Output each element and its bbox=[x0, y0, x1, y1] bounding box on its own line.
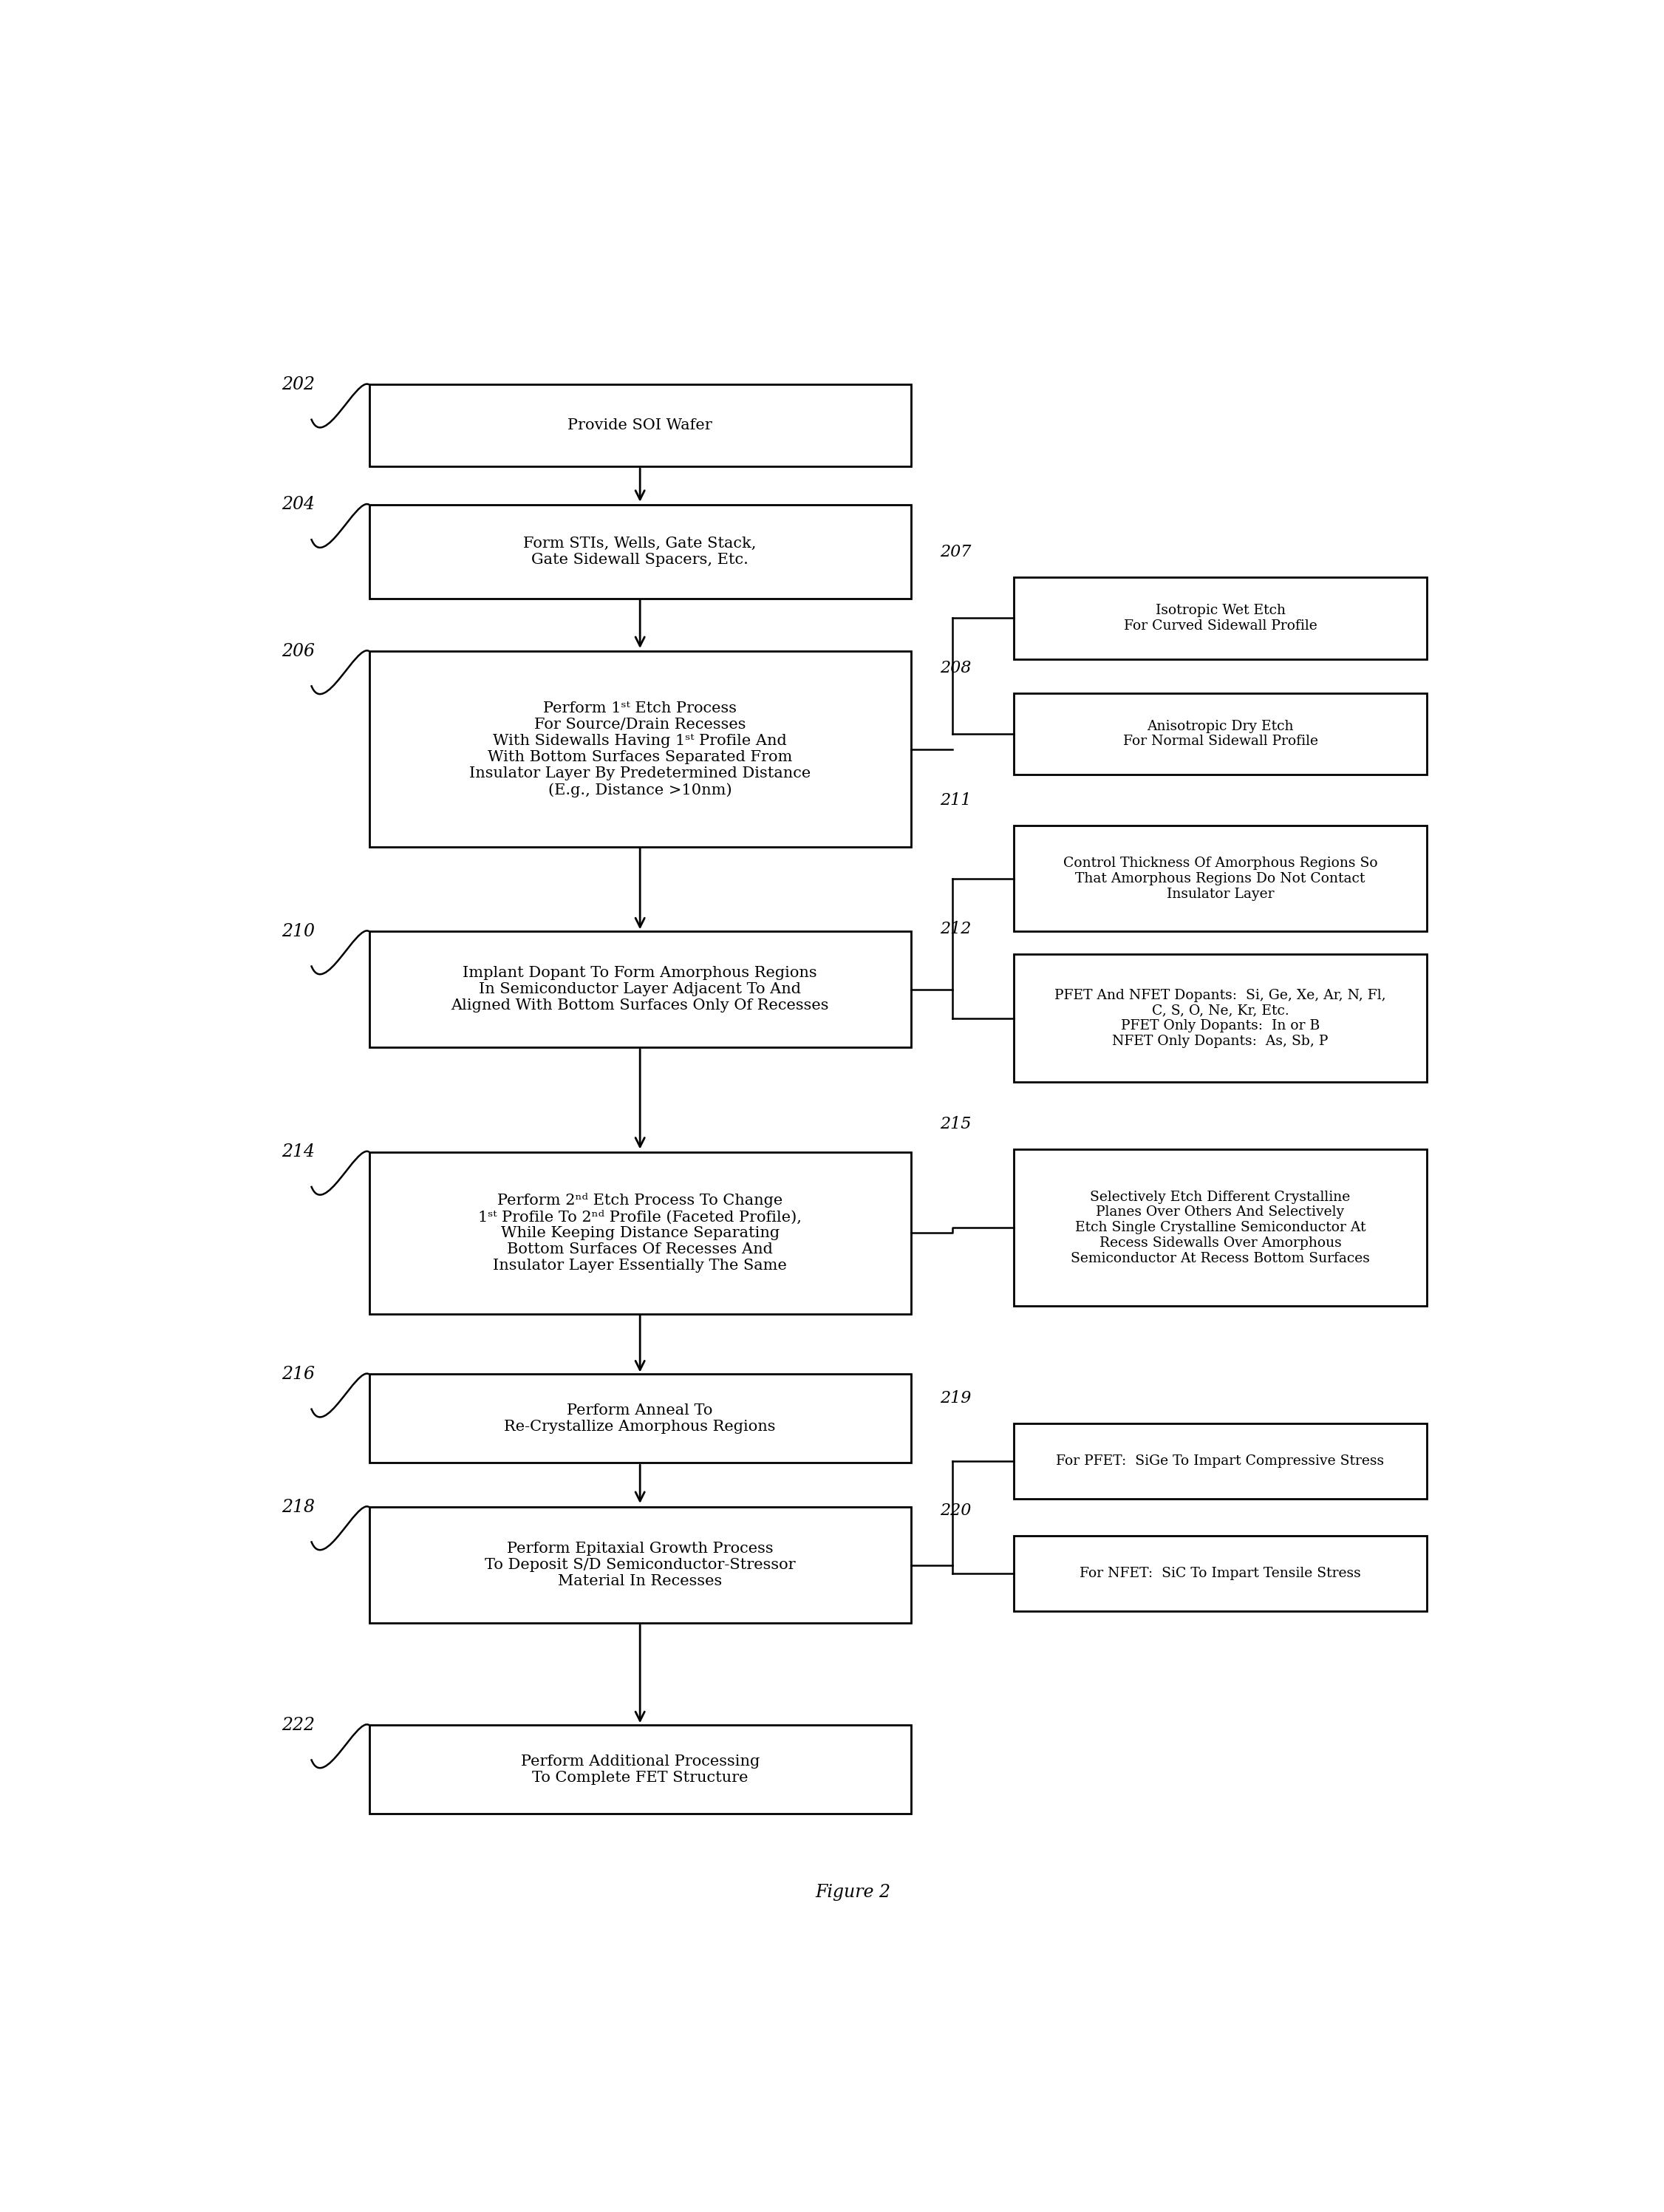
FancyBboxPatch shape bbox=[1013, 825, 1426, 931]
Text: Perform 2ⁿᵈ Etch Process To Change
1ˢᵗ Profile To 2ⁿᵈ Profile (Faceted Profile),: Perform 2ⁿᵈ Etch Process To Change 1ˢᵗ P… bbox=[478, 1192, 802, 1272]
Text: Perform Epitaxial Growth Process
To Deposit S/D Semiconductor-Stressor
Material : Perform Epitaxial Growth Process To Depo… bbox=[484, 1542, 795, 1588]
FancyBboxPatch shape bbox=[369, 1374, 910, 1462]
Text: 207: 207 bbox=[940, 544, 972, 560]
FancyBboxPatch shape bbox=[1013, 577, 1426, 659]
FancyBboxPatch shape bbox=[369, 931, 910, 1046]
Text: 212: 212 bbox=[940, 920, 972, 938]
FancyBboxPatch shape bbox=[369, 1506, 910, 1624]
Text: Anisotropic Dry Etch
For Normal Sidewall Profile: Anisotropic Dry Etch For Normal Sidewall… bbox=[1123, 719, 1318, 748]
Text: 206: 206 bbox=[281, 644, 314, 659]
Text: 220: 220 bbox=[940, 1502, 972, 1520]
Text: 218: 218 bbox=[281, 1498, 314, 1515]
Text: Provide SOI Wafer: Provide SOI Wafer bbox=[567, 418, 712, 434]
Text: 219: 219 bbox=[940, 1391, 972, 1407]
Text: Perform 1ˢᵗ Etch Process
For Source/Drain Recesses
With Sidewalls Having 1ˢᵗ Pro: Perform 1ˢᵗ Etch Process For Source/Drai… bbox=[469, 701, 810, 796]
Text: Selectively Etch Different Crystalline
Planes Over Others And Selectively
Etch S: Selectively Etch Different Crystalline P… bbox=[1070, 1190, 1369, 1265]
Text: PFET And NFET Dopants:  Si, Ge, Xe, Ar, N, Fl,
C, S, O, Ne, Kr, Etc.
PFET Only D: PFET And NFET Dopants: Si, Ge, Xe, Ar, N… bbox=[1055, 989, 1386, 1048]
Text: 210: 210 bbox=[281, 922, 314, 940]
FancyBboxPatch shape bbox=[369, 1725, 910, 1814]
Text: 211: 211 bbox=[940, 792, 972, 810]
Text: 204: 204 bbox=[281, 495, 314, 513]
FancyBboxPatch shape bbox=[1013, 1425, 1426, 1498]
Text: Figure 2: Figure 2 bbox=[815, 1885, 890, 1900]
FancyBboxPatch shape bbox=[369, 650, 910, 847]
Text: 208: 208 bbox=[940, 659, 972, 677]
FancyBboxPatch shape bbox=[1013, 1150, 1426, 1305]
Text: 215: 215 bbox=[940, 1117, 972, 1133]
Text: Form STIs, Wells, Gate Stack,
Gate Sidewall Spacers, Etc.: Form STIs, Wells, Gate Stack, Gate Sidew… bbox=[524, 538, 757, 566]
FancyBboxPatch shape bbox=[369, 1152, 910, 1314]
Text: Perform Additional Processing
To Complete FET Structure: Perform Additional Processing To Complet… bbox=[521, 1754, 759, 1785]
Text: Perform Anneal To
Re-Crystallize Amorphous Regions: Perform Anneal To Re-Crystallize Amorpho… bbox=[504, 1402, 775, 1433]
FancyBboxPatch shape bbox=[1013, 953, 1426, 1082]
Text: Isotropic Wet Etch
For Curved Sidewall Profile: Isotropic Wet Etch For Curved Sidewall P… bbox=[1123, 604, 1316, 633]
Text: Implant Dopant To Form Amorphous Regions
In Semiconductor Layer Adjacent To And
: Implant Dopant To Form Amorphous Regions… bbox=[451, 967, 829, 1013]
Text: For PFET:  SiGe To Impart Compressive Stress: For PFET: SiGe To Impart Compressive Str… bbox=[1057, 1455, 1384, 1469]
FancyBboxPatch shape bbox=[1013, 692, 1426, 774]
Text: 222: 222 bbox=[281, 1717, 314, 1734]
Text: 202: 202 bbox=[281, 376, 314, 394]
Text: For NFET:  SiC To Impart Tensile Stress: For NFET: SiC To Impart Tensile Stress bbox=[1080, 1566, 1361, 1579]
Text: 214: 214 bbox=[281, 1144, 314, 1161]
Text: 216: 216 bbox=[281, 1365, 314, 1382]
FancyBboxPatch shape bbox=[369, 504, 910, 599]
FancyBboxPatch shape bbox=[369, 385, 910, 467]
Text: Control Thickness Of Amorphous Regions So
That Amorphous Regions Do Not Contact
: Control Thickness Of Amorphous Regions S… bbox=[1063, 856, 1378, 900]
FancyBboxPatch shape bbox=[1013, 1535, 1426, 1610]
